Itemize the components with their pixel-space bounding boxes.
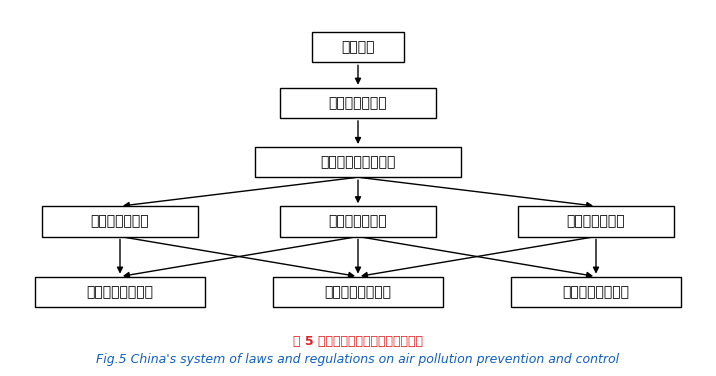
Text: 大气环保标准体系: 大气环保标准体系 — [563, 285, 629, 299]
Text: 大气污染防治规划: 大气污染防治规划 — [324, 285, 392, 299]
Text: 《寪法》: 《寪法》 — [342, 40, 374, 54]
Text: Fig.5 China's system of laws and regulations on air pollution prevention and con: Fig.5 China's system of laws and regulat… — [97, 353, 619, 365]
Text: 《大气污染防治法》: 《大气污染防治法》 — [320, 155, 396, 169]
Text: 国际环境保护公约: 国际环境保护公约 — [87, 285, 153, 299]
Text: 部门规章、制度: 部门规章、制度 — [329, 214, 387, 228]
FancyBboxPatch shape — [518, 206, 674, 237]
FancyBboxPatch shape — [255, 147, 461, 177]
FancyBboxPatch shape — [35, 276, 205, 307]
Text: 国务院行政法规: 国务院行政法规 — [91, 214, 150, 228]
FancyBboxPatch shape — [42, 206, 198, 237]
FancyBboxPatch shape — [280, 206, 436, 237]
Text: 《环境保护法》: 《环境保护法》 — [329, 96, 387, 110]
FancyBboxPatch shape — [273, 276, 443, 307]
Text: 地方法规、规章: 地方法规、规章 — [566, 214, 625, 228]
Text: 图 5 我国大气污染防治法律法规体系: 图 5 我国大气污染防治法律法规体系 — [293, 335, 423, 348]
FancyBboxPatch shape — [280, 88, 436, 118]
FancyBboxPatch shape — [312, 32, 404, 62]
FancyBboxPatch shape — [511, 276, 681, 307]
